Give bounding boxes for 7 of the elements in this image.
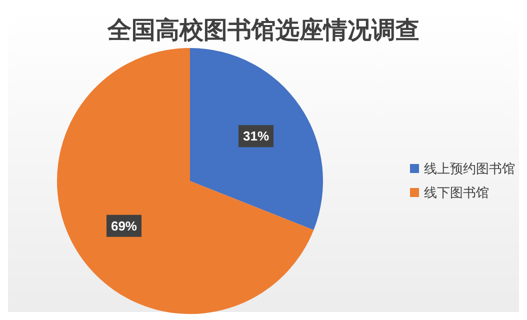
data-label: 31%: [242, 128, 270, 144]
legend-label: 线下图书馆: [424, 184, 489, 202]
legend-label: 线上预约图书馆: [424, 160, 515, 178]
data-label: 69%: [110, 218, 138, 234]
pie-slice: [57, 48, 314, 314]
pie-slice: [190, 48, 323, 230]
chart-title: 全国高校图书馆选座情况调查: [106, 16, 420, 44]
